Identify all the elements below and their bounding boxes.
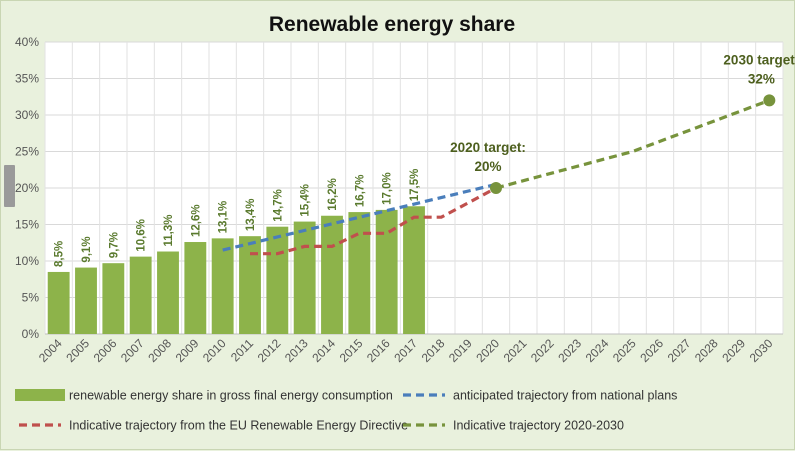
bar <box>47 271 70 334</box>
bar <box>321 215 343 334</box>
y-tick-label: 15% <box>15 218 39 232</box>
bar <box>293 221 316 334</box>
x-tick-label: 2011 <box>228 336 256 364</box>
x-tick-label: 2028 <box>692 336 721 365</box>
target-value: 32% <box>748 71 775 86</box>
data-label: 14,7% <box>272 189 284 222</box>
series-line <box>250 186 497 256</box>
x-tick-label: 2018 <box>419 336 448 365</box>
side-scroll-handle[interactable] <box>4 165 15 207</box>
y-tick-label: 20% <box>15 181 39 195</box>
y-axis: 0% 5% 10% 15% 20% 25% 30% 35% 40% <box>15 35 39 341</box>
data-label: 11,3% <box>163 215 175 247</box>
data-label: 10,6% <box>136 219 148 252</box>
y-tick-label: 5% <box>22 291 40 305</box>
data-label: 13,4% <box>245 199 257 232</box>
bar <box>75 267 97 334</box>
series-line <box>222 182 497 252</box>
x-tick-label: 2026 <box>637 336 666 365</box>
y-tick-label: 40% <box>15 35 39 49</box>
bar-series: 8,5% 9,1% 9,7% 10,6% 11,3% 12,6% 13,1% 13,4% 14,… <box>47 169 425 334</box>
y-tick-label: 10% <box>15 254 39 268</box>
chart-title: Renewable energy share <box>269 13 515 36</box>
bar <box>211 238 234 334</box>
x-tick-label: 2027 <box>665 336 694 365</box>
x-tick-label: 2006 <box>91 336 120 365</box>
bar <box>266 226 289 334</box>
x-tick-label: 2012 <box>255 336 284 365</box>
series-line <box>495 98 770 190</box>
x-tick-label: 2017 <box>391 336 420 365</box>
legend-label: anticipated trajectory from national pla… <box>453 389 677 403</box>
legend-swatch <box>15 389 65 401</box>
gridlines <box>44 41 784 335</box>
bar <box>129 256 152 334</box>
data-label: 8,5% <box>54 241 66 267</box>
data-label: 16,7% <box>354 174 366 207</box>
x-tick-label: 2005 <box>63 336 92 365</box>
bar <box>239 236 261 334</box>
x-tick-label: 2010 <box>200 336 229 365</box>
x-tick-label: 2022 <box>528 336 557 365</box>
data-label: 16,2% <box>327 178 339 211</box>
data-label: 17,5% <box>409 169 421 202</box>
x-tick-label: 2015 <box>337 336 366 365</box>
data-label: 12,6% <box>190 204 202 237</box>
x-tick-label: 2023 <box>555 336 584 365</box>
bar <box>102 263 125 334</box>
bar <box>375 209 398 334</box>
bar <box>157 251 179 334</box>
y-tick-label: 30% <box>15 108 39 122</box>
x-tick-label: 2009 <box>173 336 202 365</box>
annotations: 2020 target: 20% 2030 target: 32% <box>450 52 795 194</box>
target-marker <box>763 94 776 107</box>
data-label: 17,0% <box>382 172 394 205</box>
x-tick-label: 2019 <box>446 336 475 365</box>
target-label: 2030 target: <box>723 52 795 67</box>
x-tick-label: 2013 <box>282 336 311 365</box>
x-tick-label: 2025 <box>610 336 639 365</box>
x-tick-label: 2030 <box>747 336 776 365</box>
x-tick-label: 2016 <box>364 336 393 365</box>
data-label: 9,7% <box>108 232 120 258</box>
data-label: 9,1% <box>81 236 93 262</box>
x-tick-label: 2007 <box>118 336 147 365</box>
x-tick-label: 2021 <box>501 336 530 365</box>
x-tick-label: 2020 <box>473 336 502 365</box>
x-tick-label: 2008 <box>145 336 174 365</box>
y-tick-label: 35% <box>15 72 39 86</box>
legend-label: Indicative trajectory from the EU Renewa… <box>69 419 408 433</box>
y-tick-label: 0% <box>22 327 40 341</box>
x-tick-label: 2029 <box>719 336 748 365</box>
x-tick-label: 2004 <box>36 336 65 365</box>
target-label: 2020 target: <box>450 140 526 155</box>
x-tick-label: 2024 <box>583 336 612 365</box>
bar <box>184 242 207 334</box>
legend-label: Indicative trajectory 2020-2030 <box>453 419 624 433</box>
legend-label: renewable energy share in gross final en… <box>69 389 393 403</box>
x-tick-label: 2014 <box>309 336 338 365</box>
target-marker <box>490 182 502 194</box>
bar <box>403 206 425 334</box>
target-value: 20% <box>474 159 501 174</box>
bar <box>348 212 371 334</box>
line-series <box>222 98 770 256</box>
data-label: 13,1% <box>218 201 230 234</box>
y-tick-label: 25% <box>15 145 39 159</box>
legend: renewable energy share in gross final en… <box>15 389 677 433</box>
data-label: 15,4% <box>300 184 312 217</box>
